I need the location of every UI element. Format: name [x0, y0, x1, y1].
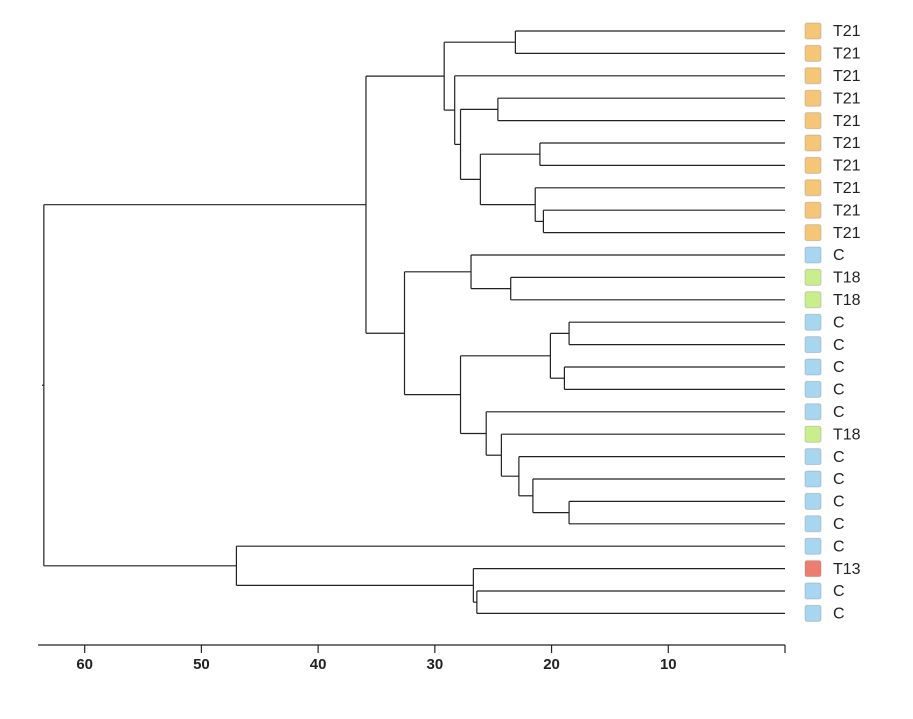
legend-swatch [804, 291, 822, 309]
legend-swatch [804, 224, 822, 242]
legend-swatch [804, 515, 822, 533]
legend-swatch [804, 67, 822, 85]
leaf-label: T21 [833, 23, 861, 40]
leaf-label: T18 [833, 292, 861, 309]
leaf-label: T21 [833, 135, 861, 152]
legend-swatch [804, 604, 822, 622]
x-tick-label: 30 [427, 656, 444, 673]
x-tick-label: 60 [76, 656, 93, 673]
legend-swatch [804, 470, 822, 488]
leaf-label: T18 [833, 426, 861, 443]
leaf-label: T21 [833, 90, 861, 107]
leaf-label: C [833, 314, 845, 331]
legend-swatch [804, 201, 822, 219]
leaf-label: T21 [833, 68, 861, 85]
leaf-label: T13 [833, 561, 861, 578]
x-tick-label: 50 [193, 656, 210, 673]
leaf-label: C [833, 583, 845, 600]
leaf-label: T21 [833, 158, 861, 175]
legend-swatch [804, 22, 822, 40]
legend-swatch [804, 560, 822, 578]
leaf-label: C [833, 494, 845, 511]
legend-swatch [804, 380, 822, 398]
legend-swatch [804, 268, 822, 286]
legend-swatch [804, 336, 822, 354]
legend-swatch [804, 112, 822, 130]
leaf-label: C [833, 449, 845, 466]
legend-swatch [804, 403, 822, 421]
leaf-label: C [833, 404, 845, 421]
leaf-label: C [833, 516, 845, 533]
leaf-label: C [833, 471, 845, 488]
leaf-label: C [833, 538, 845, 555]
legend-swatch [804, 492, 822, 510]
legend-swatch [804, 582, 822, 600]
legend-swatch [804, 537, 822, 555]
leaf-label: T18 [833, 270, 861, 287]
leaf-label: T21 [833, 225, 861, 242]
legend-swatch [804, 89, 822, 107]
leaf-label: C [833, 247, 845, 264]
legend-swatch [804, 246, 822, 264]
leaf-label: C [833, 359, 845, 376]
leaf-label: C [833, 337, 845, 354]
x-tick-label: 40 [310, 656, 327, 673]
leaf-label: C [833, 606, 845, 623]
leaf-label: T21 [833, 202, 861, 219]
legend-swatch [804, 448, 822, 466]
legend-swatch [804, 44, 822, 62]
legend-swatch [804, 425, 822, 443]
leaf-label: C [833, 382, 845, 399]
leaf-label: T21 [833, 180, 861, 197]
legend-swatch [804, 179, 822, 197]
x-tick-label: 20 [543, 656, 560, 673]
x-tick-label: 10 [660, 656, 677, 673]
leaf-label: T21 [833, 113, 861, 130]
legend-swatch [804, 313, 822, 331]
legend-swatch [804, 156, 822, 174]
legend-swatch [804, 134, 822, 152]
legend-swatch [804, 358, 822, 376]
leaf-label: T21 [833, 46, 861, 63]
